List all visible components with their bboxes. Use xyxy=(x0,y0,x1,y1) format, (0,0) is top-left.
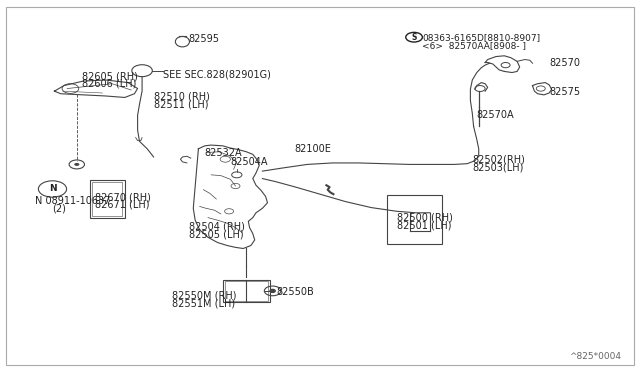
Text: S: S xyxy=(412,33,417,42)
Circle shape xyxy=(74,163,79,166)
Text: 82550M (RH): 82550M (RH) xyxy=(172,291,236,301)
Bar xyxy=(92,182,122,216)
Text: (2): (2) xyxy=(52,203,67,213)
Text: ^825*0004: ^825*0004 xyxy=(569,352,621,361)
Text: 82100E: 82100E xyxy=(294,144,332,154)
Text: N 08911-10637: N 08911-10637 xyxy=(35,196,111,206)
Text: 82504 (RH): 82504 (RH) xyxy=(189,222,245,232)
Text: 82500 (RH): 82500 (RH) xyxy=(397,213,452,222)
Text: 82511 (LH): 82511 (LH) xyxy=(154,99,208,109)
Text: N: N xyxy=(49,185,56,193)
Text: 82670 (RH): 82670 (RH) xyxy=(95,192,150,202)
Text: 82532A: 82532A xyxy=(205,148,243,157)
Text: 82503(LH): 82503(LH) xyxy=(472,163,524,172)
Text: 82595: 82595 xyxy=(189,34,220,44)
Text: 82575: 82575 xyxy=(549,87,580,97)
Text: 82671 (LH): 82671 (LH) xyxy=(95,200,149,209)
Text: SEE SEC.828(82901G): SEE SEC.828(82901G) xyxy=(163,70,271,79)
Text: 82605 (RH): 82605 (RH) xyxy=(82,71,138,81)
Bar xyxy=(225,281,268,301)
Text: 82570: 82570 xyxy=(549,58,580,68)
Text: 82501 (LH): 82501 (LH) xyxy=(397,220,451,230)
Text: 82504A: 82504A xyxy=(230,157,268,167)
Text: 82502(RH): 82502(RH) xyxy=(472,155,525,165)
Bar xyxy=(90,180,125,218)
Text: 08363-6165D[8810-8907]: 08363-6165D[8810-8907] xyxy=(422,33,541,42)
Text: 82606 (LH): 82606 (LH) xyxy=(82,79,136,89)
Text: 82505 (LH): 82505 (LH) xyxy=(189,230,244,239)
Text: 82551M (LH): 82551M (LH) xyxy=(172,298,235,308)
Text: 82570A: 82570A xyxy=(477,110,515,120)
Text: 82550B: 82550B xyxy=(276,287,314,297)
Text: 82510 (RH): 82510 (RH) xyxy=(154,92,209,102)
Bar xyxy=(223,280,270,302)
Bar xyxy=(387,195,442,244)
Text: <6>  82570AA[8908- ]: <6> 82570AA[8908- ] xyxy=(422,41,527,50)
Circle shape xyxy=(270,289,275,292)
